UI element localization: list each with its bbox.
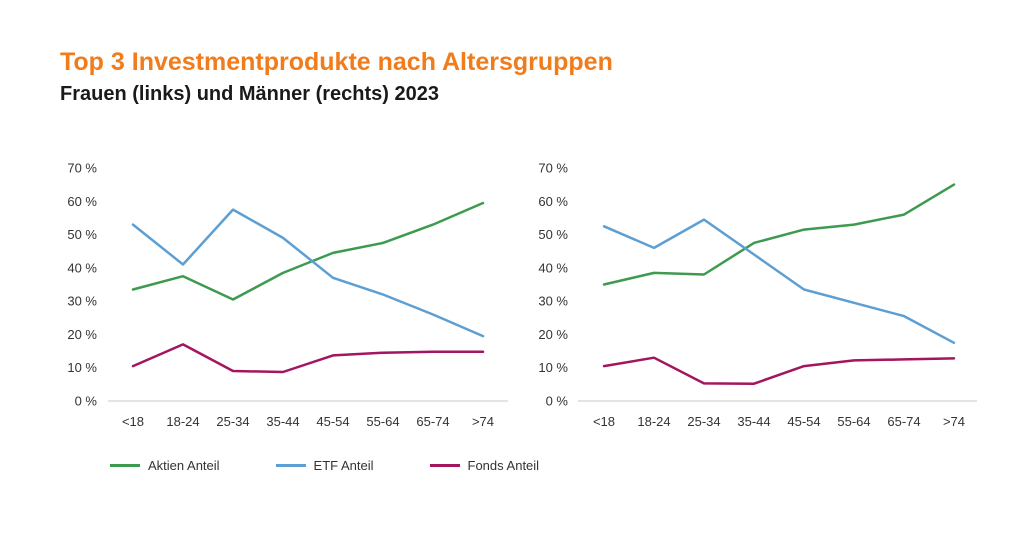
- legend-swatch-etf: [275, 464, 306, 467]
- series-line-etf-women: [131, 208, 485, 338]
- series-line-aktien-women: [131, 201, 485, 301]
- y-tick-label-men: 20 %: [538, 327, 568, 342]
- x-tick-label-men: 55-64: [837, 414, 870, 429]
- x-tick-label-men: 65-74: [887, 414, 920, 429]
- legend-item-etf: ETF Anteil: [275, 458, 374, 473]
- y-tick-label-women: 10 %: [67, 360, 97, 375]
- chart-women: 0 % 10 % 20 % 30 % 40 % 50 % 60 % 70 % <18 18-24 2…: [67, 161, 508, 429]
- legend-swatch-aktien: [110, 464, 140, 467]
- x-tick-label-men: 18-24: [637, 414, 670, 429]
- x-tick-label-women: 25-34: [216, 414, 249, 429]
- y-tick-label-men: 70 %: [538, 161, 568, 176]
- legend: Aktien Anteil ETF Anteil Fonds Anteil: [110, 458, 595, 473]
- legend-label-fonds: Fonds Anteil: [467, 458, 540, 473]
- y-tick-label-women: 30 %: [67, 294, 97, 309]
- y-tick-label-men: 10 %: [538, 360, 568, 375]
- chart-subtitle: Frauen (links) und Männer (rechts) 2023: [60, 83, 439, 105]
- x-tick-label-men: 35-44: [737, 414, 770, 429]
- legend-label-aktien: Aktien Anteil: [148, 458, 220, 473]
- y-tick-label-men: 40 %: [538, 260, 568, 275]
- x-tick-label-women: 65-74: [416, 414, 449, 429]
- series-line-etf-men: [602, 218, 956, 345]
- y-tick-label-women: 0 %: [75, 394, 98, 409]
- y-tick-label-men: 0 %: [546, 394, 569, 409]
- legend-item-aktien: Aktien Anteil: [110, 458, 220, 473]
- y-tick-label-men: 60 %: [538, 194, 568, 209]
- y-tick-label-men: 30 %: [538, 294, 568, 309]
- series-line-fonds-men: [602, 356, 956, 385]
- x-tick-label-men: <18: [593, 414, 615, 429]
- chart-men: 0 % 10 % 20 % 30 % 40 % 50 % 60 % 70 % <18 18-24 2…: [538, 161, 977, 429]
- y-tick-label-women: 60 %: [67, 194, 97, 209]
- legend-label-etf: ETF Anteil: [313, 458, 374, 473]
- x-tick-label-men: 45-54: [787, 414, 820, 429]
- y-tick-label-men: 50 %: [538, 227, 568, 242]
- chart-title: Top 3 Investmentprodukte nach Altersgrup…: [60, 48, 613, 76]
- y-tick-label-women: 70 %: [67, 161, 97, 176]
- y-tick-label-women: 20 %: [67, 327, 97, 342]
- x-tick-label-women: 55-64: [366, 414, 399, 429]
- legend-swatch-fonds: [429, 464, 460, 467]
- y-tick-label-women: 40 %: [67, 260, 97, 275]
- x-tick-label-women: 35-44: [266, 414, 299, 429]
- x-tick-label-women: >74: [472, 414, 494, 429]
- series-line-aktien-men: [602, 183, 956, 286]
- x-tick-label-men: >74: [943, 414, 965, 429]
- legend-item-fonds: Fonds Anteil: [429, 458, 540, 473]
- x-tick-label-women: 45-54: [316, 414, 349, 429]
- x-tick-label-women: 18-24: [166, 414, 199, 429]
- x-tick-label-men: 25-34: [687, 414, 720, 429]
- series-line-fonds-women: [131, 343, 485, 374]
- x-tick-label-women: <18: [122, 414, 144, 429]
- y-tick-label-women: 50 %: [67, 227, 97, 242]
